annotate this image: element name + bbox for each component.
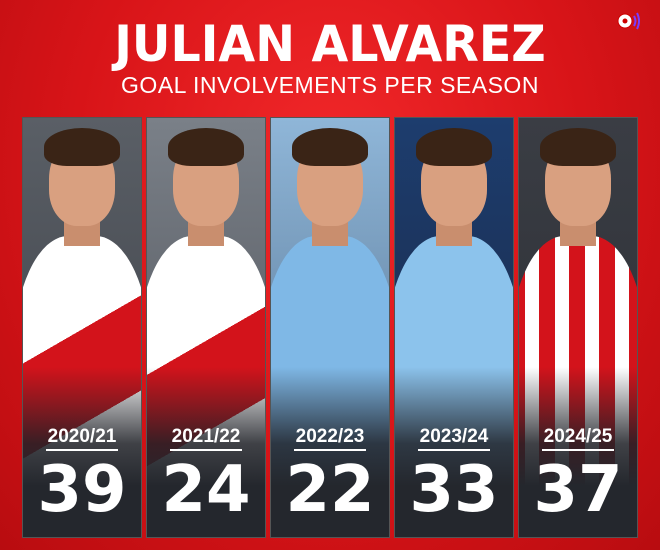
season-label: 2024/25 <box>519 426 637 451</box>
season-label: 2023/24 <box>395 426 513 451</box>
goal-involvements-value: 37 <box>533 453 623 527</box>
season-label: 2020/21 <box>23 426 141 451</box>
season-card-2022-23: 2022/23 22 <box>270 117 390 538</box>
goal-involvements-value: 39 <box>37 453 127 527</box>
page-subtitle: GOAL INVOLVEMENTS PER SEASON <box>121 72 539 98</box>
season-card-2023-24: 2023/24 33 <box>394 117 514 538</box>
goal-involvements-value: 33 <box>409 453 499 527</box>
season-label: 2021/22 <box>147 426 265 451</box>
football-sound-logo-icon <box>617 12 640 30</box>
season-cards: 2020/21 39 2021/22 24 2022/23 22 2023/24… <box>22 117 638 538</box>
season-card-2024-25: 2024/25 37 <box>518 117 638 538</box>
page-title: JULIAN ALVAREZ <box>114 15 546 73</box>
goal-involvements-value: 22 <box>285 453 375 527</box>
goal-involvements-value: 24 <box>161 453 251 527</box>
season-card-2021-22: 2021/22 24 <box>146 117 266 538</box>
season-card-2020-21: 2020/21 39 <box>22 117 142 538</box>
season-label: 2022/23 <box>271 426 389 451</box>
